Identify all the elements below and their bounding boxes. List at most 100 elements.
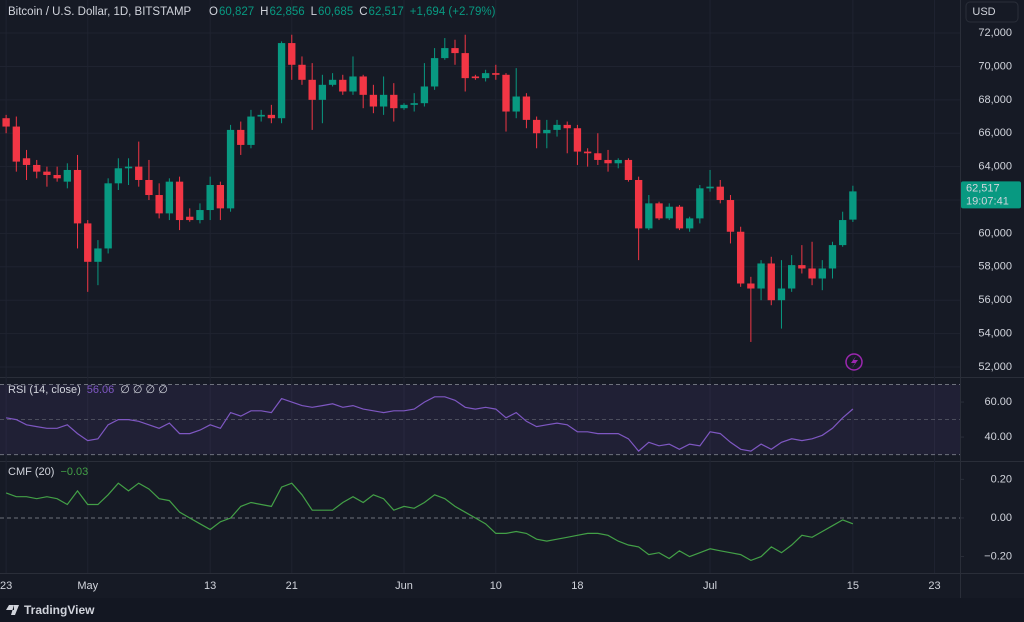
- plot-layer: 23 May 13 21 Jun 10 18 Jul 15 23 52,000 54,000 56,00…: [0, 0, 1021, 592]
- brand-name: TradingView: [24, 603, 95, 617]
- candle-body: [471, 76, 480, 79]
- y-tick-label: 58,000: [978, 261, 1012, 273]
- candle-body: [308, 79, 316, 100]
- candle-body: [441, 48, 449, 59]
- ohlc-value: 60,827: [219, 6, 254, 18]
- candle-body: [818, 268, 826, 279]
- y-tick-label: 72,000: [978, 27, 1012, 39]
- candle-body: [716, 186, 724, 201]
- candle-body: [655, 203, 663, 219]
- y-tick-label: 0.20: [991, 473, 1012, 485]
- y-tick-label: 60,000: [978, 227, 1012, 239]
- candle-body: [553, 124, 561, 130]
- candle-body: [2, 118, 10, 127]
- candle-body: [798, 265, 806, 269]
- candle-body: [685, 218, 694, 229]
- footer-bar: [0, 598, 1024, 622]
- indicator-value: −0.03: [60, 466, 88, 478]
- candle-body: [828, 245, 837, 269]
- candle-body: [226, 129, 235, 209]
- candle-body: [849, 191, 857, 220]
- candle-body: [808, 268, 816, 279]
- candle-body: [43, 171, 51, 175]
- candle-body: [175, 181, 184, 221]
- currency-button[interactable]: [965, 1, 1019, 23]
- y-tick-label: 0.00: [991, 512, 1012, 524]
- x-tick-label: Jun: [395, 580, 413, 592]
- candle-body: [33, 164, 41, 172]
- ohlc-key: O: [209, 6, 218, 18]
- x-tick-label: 10: [490, 580, 502, 592]
- candle-body: [379, 94, 388, 107]
- indicator-line: [5, 482, 854, 562]
- candle-body: [492, 73, 500, 75]
- candle-body: [481, 73, 490, 79]
- x-tick-label: 21: [286, 580, 298, 592]
- x-tick-label: 18: [571, 580, 583, 592]
- x-tick-label: 15: [847, 580, 859, 592]
- candle-body: [277, 43, 286, 119]
- y-tick-label: 70,000: [978, 60, 1012, 72]
- y-tick-label: −0.20: [984, 550, 1012, 562]
- alert-icon-bolt: [851, 356, 858, 368]
- candle-body: [318, 84, 327, 100]
- candle-body: [298, 64, 306, 80]
- candle-body: [145, 179, 153, 196]
- candle-body: [645, 203, 653, 229]
- candle-body: [594, 153, 602, 160]
- candle-body: [747, 283, 755, 289]
- y-tick-label: 68,000: [978, 94, 1012, 106]
- candle-body: [339, 79, 347, 92]
- candle-body: [604, 159, 612, 164]
- candle-body: [288, 43, 296, 65]
- y-tick-label: 66,000: [978, 127, 1012, 139]
- candle-body: [430, 58, 439, 87]
- candle-body: [237, 129, 245, 145]
- candle-body: [451, 48, 459, 54]
- x-tick-label: Jul: [703, 580, 717, 592]
- candle-body: [777, 288, 786, 301]
- ohlc-key: L: [311, 6, 318, 18]
- candle-body: [94, 248, 102, 262]
- candle-body: [22, 158, 31, 165]
- countdown-label: 19:07:41: [966, 195, 1009, 207]
- brand-logo: [6, 605, 19, 615]
- candle-body: [216, 184, 225, 209]
- candle-body: [369, 94, 378, 107]
- candle-body: [512, 96, 520, 112]
- candle-body: [247, 116, 255, 145]
- x-tick-label: 23: [0, 580, 12, 592]
- indicator-line: [5, 396, 854, 452]
- candle-body: [583, 151, 592, 154]
- candle-body: [359, 76, 367, 95]
- candle-body: [573, 128, 582, 152]
- y-tick-label: 52,000: [978, 361, 1012, 373]
- candle-body: [84, 223, 92, 262]
- candle-body: [675, 206, 684, 229]
- candle-body: [206, 184, 214, 211]
- x-tick-label: May: [77, 580, 98, 592]
- candle-body: [165, 181, 174, 214]
- ohlc-key: C: [359, 6, 367, 18]
- candle-body: [634, 179, 643, 229]
- y-tick-label: 60.00: [984, 396, 1012, 408]
- ohlc-legend: O 60,827 H 62,856 L 60,685 C 62,517 +1,694 (+2.7…: [209, 6, 496, 18]
- candle-body: [787, 265, 796, 289]
- candle-body: [614, 159, 622, 164]
- candle-body: [328, 79, 337, 85]
- x-tick-label: 13: [204, 580, 216, 592]
- candle-body: [114, 168, 123, 184]
- currency-label[interactable]: USD: [972, 6, 995, 18]
- candle-body: [461, 53, 469, 79]
- candle-body: [624, 159, 633, 180]
- candle-body: [349, 76, 357, 92]
- candle-body: [135, 166, 143, 180]
- ohlc-value: 60,685: [318, 6, 353, 18]
- indicator-value: 56.06: [87, 384, 115, 396]
- candle-body: [696, 188, 704, 219]
- alert-icon[interactable]: [845, 353, 863, 371]
- candle-body: [124, 166, 133, 169]
